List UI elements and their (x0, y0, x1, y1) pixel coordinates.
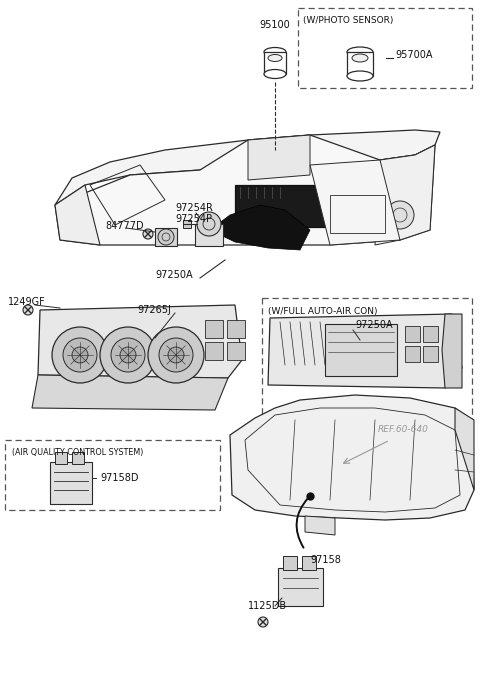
Bar (227, 342, 245, 360)
Polygon shape (55, 130, 440, 205)
Ellipse shape (347, 71, 373, 81)
Bar (283, 556, 297, 570)
Bar (205, 342, 223, 360)
Ellipse shape (264, 47, 286, 56)
Bar (205, 320, 223, 338)
Text: (W/PHOTO SENSOR): (W/PHOTO SENSOR) (303, 16, 394, 25)
Text: 97250A: 97250A (155, 270, 192, 280)
Bar (423, 326, 438, 342)
Polygon shape (442, 314, 462, 388)
Polygon shape (38, 305, 242, 378)
Ellipse shape (264, 69, 286, 78)
Polygon shape (455, 408, 474, 490)
Polygon shape (55, 135, 435, 245)
Bar (50, 462, 92, 504)
Text: 97250A: 97250A (355, 320, 393, 330)
Text: 97158: 97158 (310, 555, 341, 565)
Bar (278, 568, 323, 606)
Ellipse shape (352, 54, 368, 62)
Circle shape (143, 229, 153, 239)
Bar (405, 326, 420, 342)
Bar (72, 452, 84, 464)
Circle shape (63, 338, 97, 372)
Bar (302, 556, 316, 570)
Text: 97254P: 97254P (175, 214, 212, 224)
Bar (298, 8, 472, 88)
Polygon shape (210, 205, 310, 250)
Text: REF.60-640: REF.60-640 (378, 425, 429, 435)
Polygon shape (230, 395, 474, 520)
Polygon shape (32, 375, 228, 410)
Bar (262, 298, 472, 426)
Ellipse shape (268, 54, 282, 61)
Bar (330, 195, 385, 233)
Circle shape (159, 338, 193, 372)
Ellipse shape (347, 47, 373, 57)
Polygon shape (305, 516, 335, 535)
Text: (AIR QUALITY CONTROL SYSTEM): (AIR QUALITY CONTROL SYSTEM) (12, 447, 144, 457)
Text: 1125DB: 1125DB (248, 601, 287, 611)
Circle shape (23, 305, 33, 315)
Text: 97158D: 97158D (100, 473, 139, 483)
Text: 97254R: 97254R (175, 203, 213, 213)
Text: 95100: 95100 (260, 20, 290, 30)
Circle shape (386, 201, 414, 229)
Polygon shape (375, 145, 435, 245)
Bar (235, 185, 330, 227)
Polygon shape (55, 185, 100, 245)
Bar (55, 452, 67, 464)
Bar (405, 346, 420, 362)
Text: 97265J: 97265J (137, 305, 171, 315)
Bar (155, 228, 177, 246)
Polygon shape (268, 314, 462, 388)
Bar (325, 324, 397, 376)
Bar (227, 320, 245, 338)
Circle shape (158, 229, 174, 245)
Bar (183, 220, 191, 228)
Circle shape (168, 347, 184, 363)
Circle shape (120, 347, 136, 363)
Circle shape (258, 617, 268, 627)
Text: 84777D: 84777D (105, 221, 144, 231)
Polygon shape (248, 135, 310, 180)
Text: (W/FULL AUTO-AIR CON): (W/FULL AUTO-AIR CON) (268, 306, 377, 316)
Circle shape (197, 212, 221, 236)
Bar (5, 440, 220, 510)
Polygon shape (310, 160, 400, 245)
Text: 95700A: 95700A (395, 50, 432, 60)
Bar (423, 346, 438, 362)
Bar (264, 52, 286, 74)
Bar (195, 224, 223, 246)
Circle shape (148, 327, 204, 383)
Circle shape (100, 327, 156, 383)
Bar (347, 52, 373, 76)
Circle shape (72, 347, 88, 363)
Circle shape (52, 327, 108, 383)
Circle shape (111, 338, 145, 372)
Text: 1249GF: 1249GF (8, 297, 46, 307)
